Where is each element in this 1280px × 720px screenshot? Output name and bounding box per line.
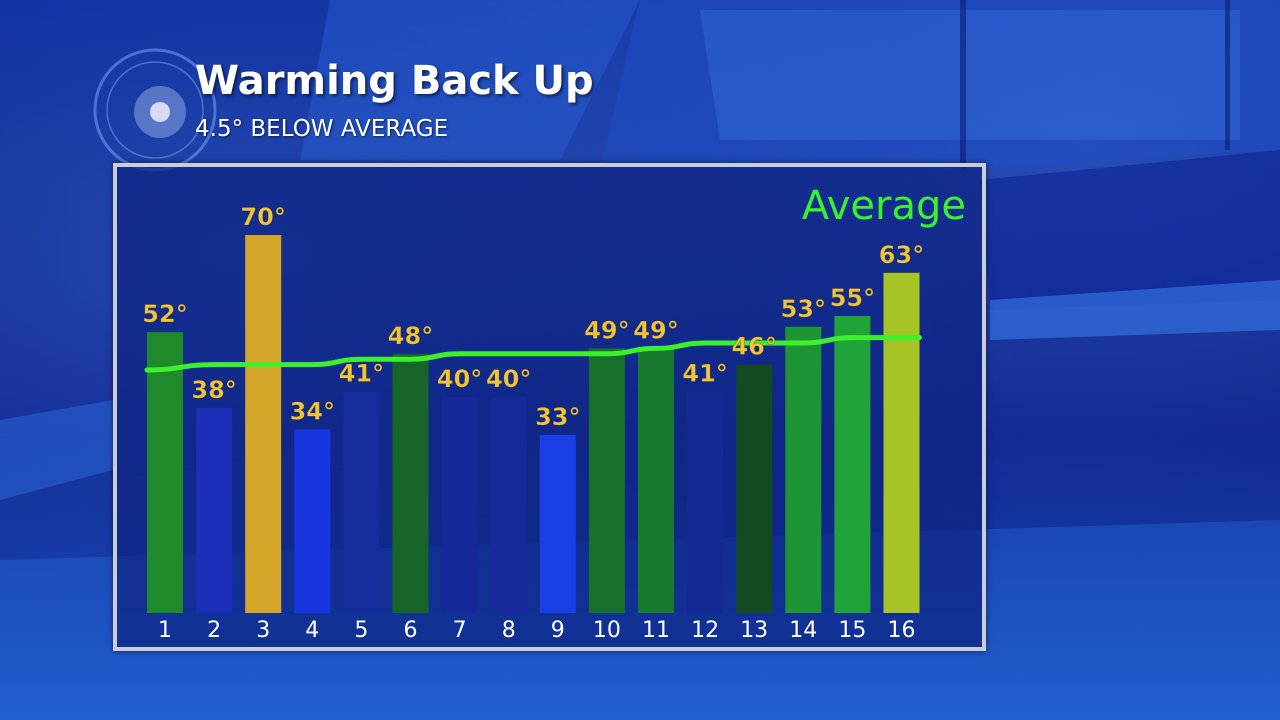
- bar-day-4: [294, 429, 331, 613]
- average-line-layer: [144, 335, 922, 373]
- value-label-day-2: 38°: [191, 376, 236, 404]
- value-label-day-6: 48°: [388, 322, 433, 350]
- value-label-day-4: 34°: [290, 397, 335, 425]
- x-tick-label-8: 8: [502, 618, 516, 643]
- bar-day-14: [785, 326, 822, 613]
- x-tick-label-14: 14: [789, 618, 817, 643]
- value-label-day-5: 41°: [339, 360, 384, 388]
- page-title: Warming Back Up: [195, 58, 594, 104]
- bar-day-3: [245, 235, 282, 613]
- x-tick-label-9: 9: [551, 618, 565, 643]
- bar-day-8: [490, 397, 527, 613]
- bar-day-7: [441, 397, 478, 613]
- value-label-day-3: 70°: [240, 203, 285, 231]
- x-tick-label-2: 2: [207, 618, 221, 643]
- x-tick-label-5: 5: [354, 618, 368, 643]
- x-tick-label-10: 10: [593, 618, 621, 643]
- value-label-day-14: 53°: [781, 295, 826, 323]
- x-tick-label-16: 16: [888, 618, 916, 643]
- value-label-day-10: 49°: [584, 316, 629, 344]
- x-tick-label-1: 1: [158, 618, 172, 643]
- x-tick-label-4: 4: [305, 618, 319, 643]
- x-tick-label-12: 12: [691, 618, 719, 643]
- value-label-day-12: 41°: [682, 360, 727, 388]
- bar-day-15: [834, 316, 871, 613]
- value-label-day-15: 55°: [830, 284, 875, 312]
- temperature-bar-chart: 52°38°70°34°41°48°40° 40°33°49° 49°41°46°5…: [142, 183, 966, 643]
- value-label-day-13: 46°: [731, 333, 776, 361]
- value-labels-layer: 52°38°70°34°41°48°40° 40°33°49° 49°41°46°5…: [142, 203, 925, 431]
- bar-day-12: [687, 391, 724, 613]
- x-tick-label-7: 7: [453, 618, 467, 643]
- value-label-day-8: 40°: [486, 365, 531, 393]
- x-tick-label-13: 13: [740, 618, 768, 643]
- bar-day-2: [196, 407, 233, 613]
- bar-day-9: [539, 434, 576, 613]
- value-label-day-7: 40°: [437, 365, 482, 393]
- page-subtitle: 4.5° BELOW AVERAGE: [195, 116, 449, 142]
- bar-day-16: [883, 272, 920, 613]
- x-tick-label-11: 11: [642, 618, 670, 643]
- bars-layer: [147, 235, 920, 613]
- x-axis-ticks: 1 2 3 4 5 6 7 8 9 10 11 12 13 14 15 16: [158, 618, 916, 643]
- bar-day-13: [736, 364, 773, 613]
- bar-day-5: [343, 391, 380, 613]
- average-legend-label: Average: [802, 183, 966, 229]
- value-label-day-11: 49°: [633, 316, 678, 344]
- bar-day-1: [147, 332, 183, 613]
- bar-day-6: [392, 353, 429, 613]
- value-label-day-9: 33°: [535, 403, 580, 431]
- value-label-day-1: 52°: [142, 300, 187, 328]
- average-line: [144, 335, 922, 373]
- x-tick-label-15: 15: [838, 618, 866, 643]
- x-tick-label-3: 3: [256, 618, 270, 643]
- value-label-day-16: 63°: [879, 241, 924, 269]
- bar-day-11: [638, 348, 674, 613]
- x-tick-label-6: 6: [404, 618, 418, 643]
- bar-day-10: [588, 348, 625, 613]
